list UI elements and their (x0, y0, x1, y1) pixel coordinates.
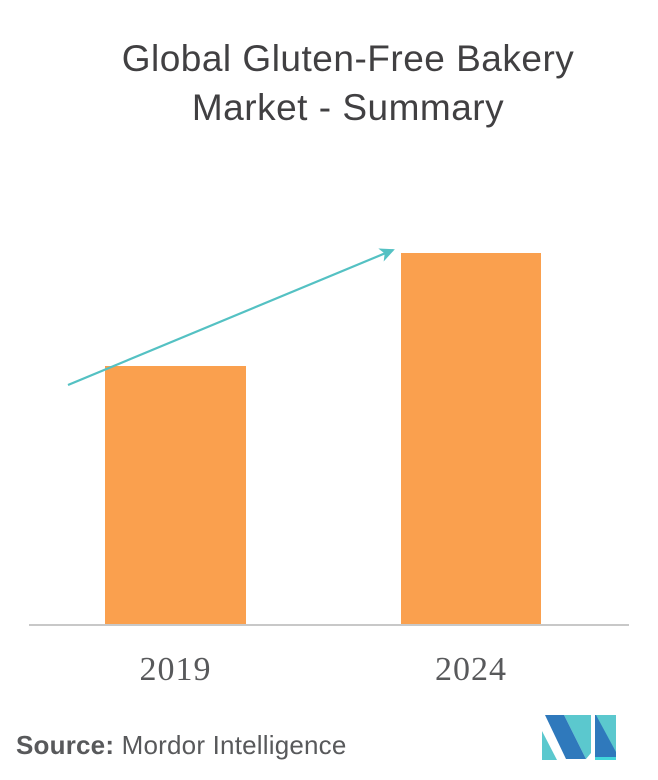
source-note: Source: Mordor Intelligence (16, 730, 347, 761)
logo-m-teal-left (542, 731, 557, 760)
bar-2019 (105, 366, 246, 624)
chart-title-line1: Global Gluten-Free Bakery (121, 38, 575, 79)
x-tick-2024: 2024 (435, 651, 507, 688)
logo-i-cyan-strip (595, 757, 616, 760)
logo-m-blue-band (545, 715, 586, 759)
logo-i-teal-triangle (596, 715, 616, 752)
chart-title-line2: Market - Summary (191, 87, 505, 128)
source-text: Mordor Intelligence (114, 730, 347, 760)
logo-m-teal-wedge (564, 715, 591, 759)
chart-title: Global Gluten-Free Bakery Market - Summa… (0, 34, 658, 132)
x-tick-2019: 2019 (139, 651, 212, 688)
bar-2024 (401, 253, 541, 624)
x-axis-line (29, 624, 629, 626)
growth-arrow-line (67, 248, 395, 387)
source-label: Source: (16, 730, 115, 760)
mordor-intelligence-logo (542, 715, 616, 760)
